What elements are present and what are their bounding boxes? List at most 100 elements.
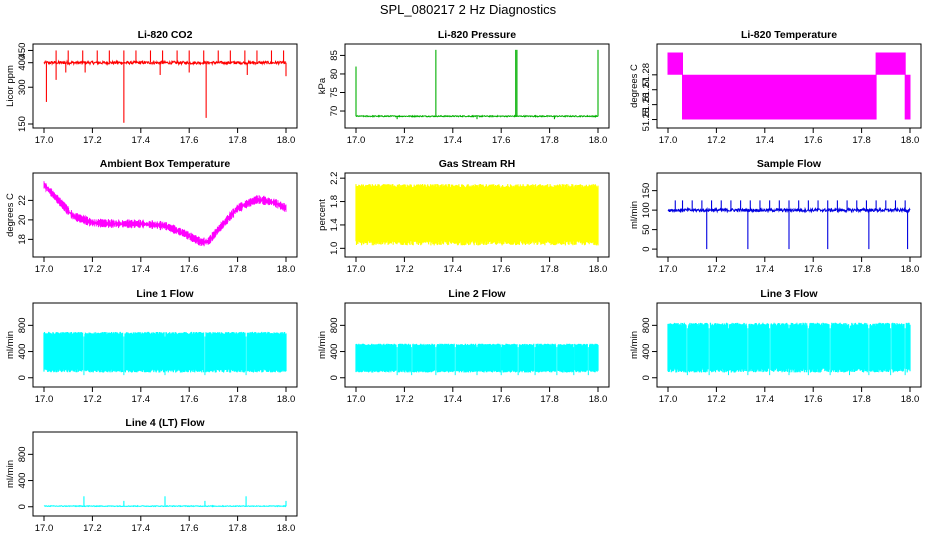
y-axis-label: Licor ppm bbox=[5, 65, 16, 107]
x-tick-label: 17.6 bbox=[180, 135, 199, 146]
y-tick-label: 0 bbox=[329, 375, 340, 380]
x-tick-label: 17.2 bbox=[707, 394, 726, 405]
chart-panel-6: Sample Flow 17.0 17.2 17.4 17.6 17.8 18.0 0 50 10… bbox=[629, 158, 922, 275]
plot-frame bbox=[656, 43, 922, 129]
x-tick-label: 17.6 bbox=[180, 523, 199, 534]
plot-frame bbox=[32, 431, 298, 517]
x-tick-label: 17.6 bbox=[804, 264, 823, 275]
panel-title: Line 1 Flow bbox=[136, 288, 194, 300]
panel-title: Line 3 Flow bbox=[760, 288, 818, 300]
y-tick-label: 0 bbox=[641, 375, 652, 380]
y-axis-label: kPa bbox=[317, 77, 328, 94]
y-tick-label: 50 bbox=[641, 224, 652, 235]
x-tick-label: 17.2 bbox=[83, 523, 102, 534]
chart-panel-10: Line 4 (LT) Flow 17.0 17.2 17.4 17.6 17.8 18.0… bbox=[5, 417, 298, 534]
panel-title: Li-820 Temperature bbox=[741, 29, 837, 41]
x-tick-label: 17.2 bbox=[707, 135, 726, 146]
panel-title: Line 4 (LT) Flow bbox=[125, 417, 205, 429]
x-tick-label: 17.2 bbox=[395, 394, 414, 405]
y-tick-label: 400 bbox=[17, 344, 28, 360]
x-tick-label: 17.8 bbox=[540, 135, 559, 146]
y-tick-label: 150 bbox=[17, 116, 28, 132]
x-tick-label: 17.4 bbox=[756, 264, 775, 275]
y-tick-label: 1.0 bbox=[329, 242, 340, 255]
x-tick-label: 18.0 bbox=[901, 135, 920, 146]
series-steps bbox=[667, 52, 911, 120]
plot-frame bbox=[344, 43, 610, 129]
x-tick-label: 17.6 bbox=[804, 135, 823, 146]
y-tick-label: 51.25 bbox=[641, 108, 652, 132]
series bbox=[43, 181, 287, 247]
panel-title: Sample Flow bbox=[757, 158, 822, 170]
y-axis-label: ml/min bbox=[317, 331, 328, 359]
y-tick-label: 80 bbox=[329, 69, 340, 80]
x-tick-label: 17.8 bbox=[228, 523, 247, 534]
y-tick-label: 800 bbox=[329, 317, 340, 333]
y-tick-label: 1.4 bbox=[329, 218, 340, 231]
panel-title: Li-820 CO2 bbox=[138, 29, 193, 41]
x-tick-label: 17.0 bbox=[347, 394, 366, 405]
y-tick-label: 400 bbox=[17, 55, 28, 71]
x-tick-label: 17.0 bbox=[659, 135, 678, 146]
series-line bbox=[355, 114, 599, 118]
chart-panel-7: Line 1 Flow 17.0 17.2 17.4 17.6 17.8 18.0 0 400 8… bbox=[5, 288, 298, 405]
x-tick-label: 17.8 bbox=[540, 394, 559, 405]
y-tick-label: 22 bbox=[17, 195, 28, 206]
y-axis-label: ml/min bbox=[629, 201, 640, 229]
panel-title: Ambient Box Temperature bbox=[100, 158, 231, 170]
chart-panel-9: Line 3 Flow 17.0 17.2 17.4 17.6 17.8 18.0 0 400 8… bbox=[629, 288, 922, 405]
y-tick-label: 18 bbox=[17, 234, 28, 245]
y-tick-label: 400 bbox=[17, 473, 28, 489]
x-tick-label: 17.0 bbox=[35, 523, 54, 534]
y-tick-label: 51.27 bbox=[641, 78, 652, 102]
y-axis-label: degrees C bbox=[5, 193, 16, 237]
panel-title: Line 2 Flow bbox=[448, 288, 506, 300]
y-axis-label: ml/min bbox=[629, 331, 640, 359]
x-tick-label: 17.4 bbox=[444, 394, 463, 405]
plot-frame bbox=[32, 172, 298, 258]
y-tick-label: 75 bbox=[329, 87, 340, 98]
x-tick-label: 17.4 bbox=[756, 135, 775, 146]
x-tick-label: 17.2 bbox=[707, 264, 726, 275]
panel-title: Li-820 Pressure bbox=[438, 29, 516, 41]
plot-frame bbox=[656, 302, 922, 388]
x-tick-label: 17.4 bbox=[444, 135, 463, 146]
x-tick-label: 17.2 bbox=[83, 394, 102, 405]
y-tick-label: 20 bbox=[17, 215, 28, 226]
x-tick-label: 17.4 bbox=[444, 264, 463, 275]
x-tick-label: 18.0 bbox=[277, 264, 296, 275]
x-tick-label: 18.0 bbox=[901, 394, 920, 405]
x-tick-label: 17.8 bbox=[228, 135, 247, 146]
series bbox=[43, 331, 287, 376]
y-tick-label: 150 bbox=[641, 183, 652, 199]
x-tick-label: 18.0 bbox=[277, 394, 296, 405]
x-tick-label: 17.6 bbox=[180, 264, 199, 275]
series-band bbox=[667, 322, 911, 373]
y-tick-label: 300 bbox=[17, 79, 28, 95]
y-axis-label: ml/min bbox=[5, 460, 16, 488]
series-band bbox=[355, 184, 599, 246]
chart-panel-2: Li-820 Pressure 17.0 17.2 17.4 17.6 17.8 18.0 7… bbox=[317, 29, 610, 146]
chart-panel-5: Gas Stream RH 17.0 17.2 17.4 17.6 17.8 18.0 1.0… bbox=[317, 158, 610, 275]
x-tick-label: 17.8 bbox=[852, 135, 871, 146]
series bbox=[355, 184, 599, 246]
x-tick-label: 17.6 bbox=[492, 264, 511, 275]
y-tick-label: 2.2 bbox=[329, 172, 340, 185]
y-tick-label: 400 bbox=[329, 344, 340, 360]
x-tick-label: 17.0 bbox=[659, 394, 678, 405]
x-tick-label: 17.2 bbox=[395, 264, 414, 275]
x-tick-label: 17.0 bbox=[347, 135, 366, 146]
x-tick-label: 17.2 bbox=[83, 135, 102, 146]
x-tick-label: 17.6 bbox=[492, 135, 511, 146]
chart-panel-8: Line 2 Flow 17.0 17.2 17.4 17.6 17.8 18.0 0 400 8… bbox=[317, 288, 610, 405]
series bbox=[355, 49, 599, 120]
plot-frame bbox=[344, 172, 610, 258]
y-axis-label: ml/min bbox=[5, 331, 16, 359]
x-tick-label: 17.0 bbox=[35, 264, 54, 275]
x-tick-label: 17.4 bbox=[756, 394, 775, 405]
series-band bbox=[355, 343, 599, 373]
x-tick-label: 17.4 bbox=[132, 394, 151, 405]
y-tick-label: 100 bbox=[641, 202, 652, 218]
plot-frame bbox=[656, 172, 922, 258]
